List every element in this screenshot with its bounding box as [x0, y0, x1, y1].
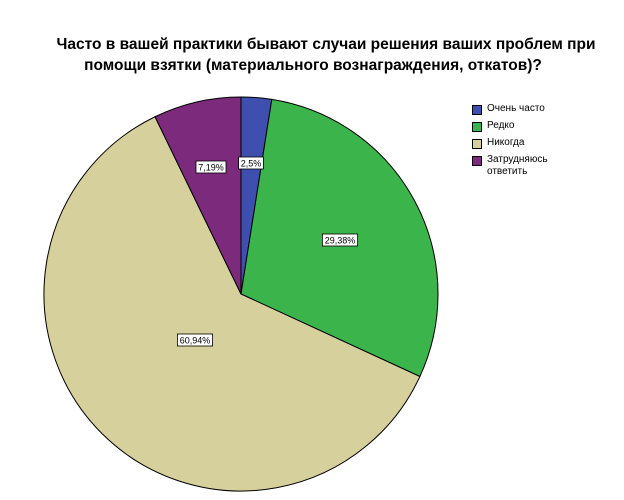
pie-data-label-box — [321, 233, 358, 247]
legend-label: Очень часто — [487, 103, 545, 114]
legend-item-redko: Редко — [472, 120, 567, 132]
pie-data-label-0: 2,5% — [238, 156, 264, 170]
pie-data-label-2: 60,94% — [176, 333, 213, 347]
pie-data-labels: 2,5% 29,38% 60,94% 7,19% — [176, 156, 358, 347]
legend-swatch — [472, 139, 482, 149]
pie-data-label-box — [176, 333, 213, 347]
chart-title-line-2: помощи взятки (материального вознагражде… — [84, 57, 542, 74]
pie-data-label-text: 29,38% — [325, 236, 356, 246]
legend-label: Редко — [487, 120, 515, 131]
legend-swatch — [472, 156, 482, 166]
pie-data-label-box — [238, 156, 264, 170]
legend-swatch — [472, 122, 482, 132]
legend: Очень часто Редко Никогда Затрудняюсь от… — [472, 103, 567, 183]
pie-slices — [43, 96, 439, 492]
pie-slice-3 — [154, 96, 242, 295]
pie-data-label-box — [195, 160, 227, 174]
chart-title: Часто в вашей практики бывают случаи реш… — [0, 34, 624, 76]
pie-data-label-text: 2,5% — [241, 159, 262, 169]
legend-label: Никогда — [487, 137, 525, 148]
legend-item-ochen-chasto: Очень часто — [472, 103, 567, 115]
chart-title-line-1: Часто в вашей практики бывают случаи реш… — [56, 36, 596, 53]
pie-data-label-text: 7,19% — [198, 163, 224, 173]
legend-swatch — [472, 105, 482, 115]
pie-slice-2 — [43, 116, 421, 492]
legend-item-zatrudnyayus: Затрудняюсь ответить — [472, 154, 567, 178]
pie-data-label-1: 29,38% — [321, 233, 358, 247]
pie-data-label-text: 60,94% — [180, 336, 211, 346]
legend-item-nikogda: Никогда — [472, 137, 567, 149]
legend-label: Затрудняюсь ответить — [487, 154, 548, 177]
pie-data-label-3: 7,19% — [195, 160, 227, 174]
